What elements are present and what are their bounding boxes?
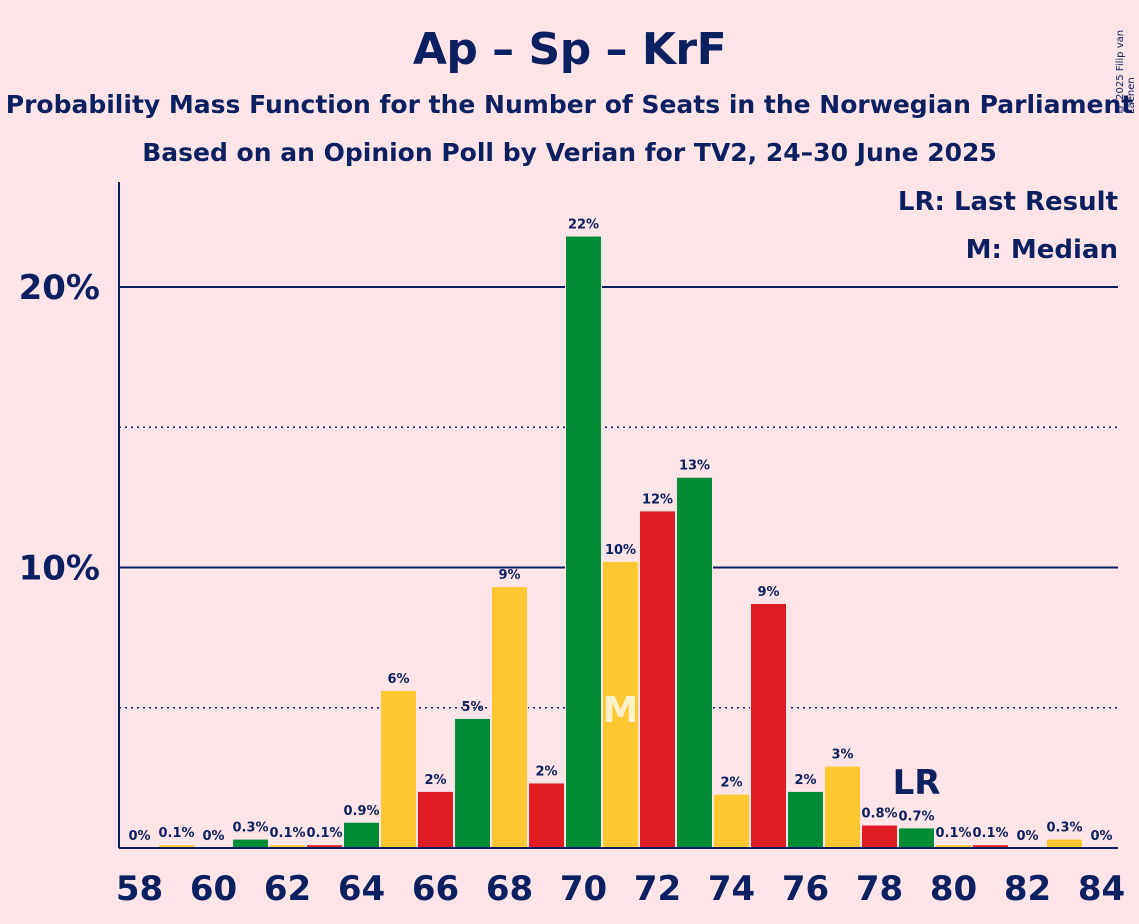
data-label: 0.3% [1046,821,1082,836]
data-label: 2% [424,773,446,788]
bar-seat-71 [603,561,638,848]
x-tick-label: 80 [930,869,977,909]
data-label: 0% [128,829,150,844]
data-label: 13% [679,459,710,474]
data-label: 0.1% [935,826,971,841]
y-tick-label: 20% [19,268,100,308]
bar-seat-68 [492,587,527,848]
data-label: 0.1% [269,826,305,841]
legend-last-result: LR: Last Result [898,187,1118,217]
data-label: 12% [642,492,673,507]
data-label: 9% [757,585,779,600]
bar-seat-72 [640,511,675,848]
data-label: 6% [387,672,409,687]
data-label: 0.7% [898,809,934,824]
bar-seat-59 [159,845,194,848]
data-label: 0.8% [861,807,897,822]
chart-subtitle: Probability Mass Function for the Number… [5,90,1134,119]
x-tick-label: 58 [116,869,163,909]
data-label: 0.1% [158,826,194,841]
bar-seat-64 [344,822,379,848]
bar-seat-78 [862,825,897,848]
bar-seat-80 [936,845,971,848]
bar-seat-67 [455,718,490,848]
bar-seat-73 [677,477,712,848]
median-marker: M [603,690,639,731]
bar-seat-76 [788,791,823,848]
data-label: 0% [202,829,224,844]
x-tick-label: 68 [486,869,533,909]
x-tick-label: 72 [634,869,681,909]
bar-seat-83 [1047,839,1082,848]
x-tick-label: 70 [560,869,607,909]
data-label: 3% [831,748,853,763]
bar-seat-70 [566,236,601,848]
x-tick-label: 74 [708,869,755,909]
x-tick-label: 76 [782,869,829,909]
bar-seat-61 [233,839,268,848]
data-label: 2% [535,764,557,779]
x-tick-label: 82 [1004,869,1051,909]
data-label: 9% [498,568,520,583]
bars [158,235,1083,848]
y-tick-label: 10% [19,549,100,589]
data-label: 0.9% [343,804,379,819]
chart-title: Ap – Sp – KrF [412,24,727,75]
data-label: 2% [794,773,816,788]
data-label: 10% [605,543,636,558]
bar-seat-77 [825,766,860,848]
data-label: 2% [720,776,742,791]
bar-seat-79 [899,828,934,848]
x-tick-label: 64 [338,869,385,909]
bar-seat-75 [751,603,786,848]
x-tick-label: 84 [1078,869,1125,909]
bar-seat-63 [307,845,342,848]
bar-seat-81 [973,845,1008,848]
data-label: 5% [461,700,483,715]
bar-seat-74 [714,794,749,848]
bar-seat-69 [529,783,564,848]
last-result-marker: LR [893,763,941,803]
x-tick-label: 62 [264,869,311,909]
chart-source: Based on an Opinion Poll by Verian for T… [142,138,997,167]
data-label: 22% [568,218,599,233]
data-label: 0.1% [306,826,342,841]
x-tick-label: 78 [856,869,903,909]
bar-seat-66 [418,791,453,848]
x-tick-label: 66 [412,869,459,909]
data-label: 0.1% [972,826,1008,841]
data-labels: 0% 0.1% 0%0.3% 0.1% 0.1%0.9%6%2%5%9%2%22%10%… [128,218,1112,844]
axes: 10% 20% 58 60 62 64 66 68 70 72 74 76 78 80 82 84 [19,182,1125,909]
bar-seat-62 [270,845,305,848]
legend-median: M: Median [966,235,1118,265]
data-label: 0% [1090,829,1112,844]
data-label: 0.3% [232,821,268,836]
bar-seat-65 [381,690,416,848]
x-tick-label: 60 [190,869,237,909]
data-label: 0% [1016,829,1038,844]
